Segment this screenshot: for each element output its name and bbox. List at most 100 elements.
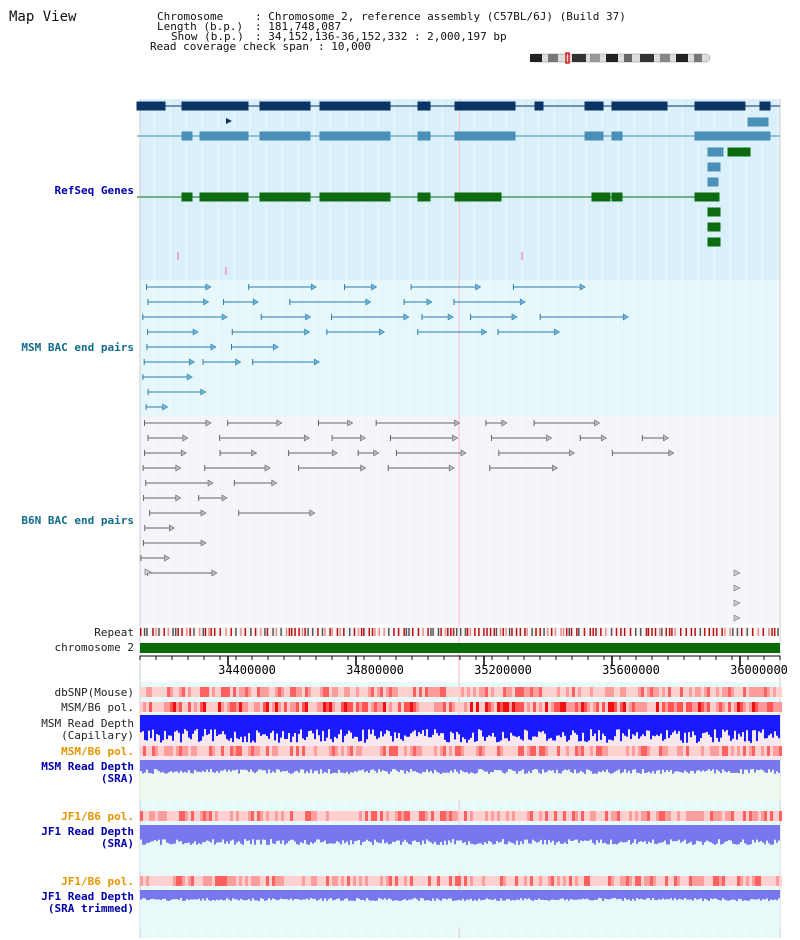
bac-pair[interactable] xyxy=(198,494,228,502)
bac-pair[interactable] xyxy=(512,283,586,291)
bac-pair[interactable] xyxy=(144,449,187,457)
bac-pair[interactable] xyxy=(147,388,207,396)
gene-row xyxy=(137,147,751,247)
bac-pair[interactable] xyxy=(389,434,459,442)
bac-pair[interactable] xyxy=(498,449,576,457)
bac-pair[interactable] xyxy=(489,464,559,472)
bac-pair[interactable] xyxy=(140,554,171,562)
bac-pair[interactable] xyxy=(326,328,385,336)
bac-pair[interactable] xyxy=(147,434,189,442)
bac-pair[interactable] xyxy=(149,509,207,517)
bac-pair[interactable] xyxy=(497,328,560,336)
bac-end-marker[interactable] xyxy=(733,584,741,592)
bac-pair[interactable] xyxy=(219,449,258,457)
refseq-track-bg xyxy=(140,99,780,280)
msm-bac-track[interactable] xyxy=(142,283,629,411)
bac-pair[interactable] xyxy=(144,524,175,532)
bac-pair[interactable] xyxy=(238,509,316,517)
bac-pair[interactable] xyxy=(204,464,271,472)
b6n-bac-track[interactable] xyxy=(140,419,741,622)
bac-pair[interactable] xyxy=(421,313,454,321)
jf1-depth-sra-track[interactable] xyxy=(140,825,780,871)
bac-pair[interactable] xyxy=(289,298,372,306)
bac-pair[interactable] xyxy=(142,539,207,547)
bac-pair[interactable] xyxy=(611,449,675,457)
bac-pair[interactable] xyxy=(387,464,455,472)
msm-b6-pol-track-2[interactable] xyxy=(140,746,782,756)
bac-pair[interactable] xyxy=(145,403,169,411)
chromosome-value: : Chromosome 2, reference assembly (C57B… xyxy=(255,10,626,23)
bac-pair[interactable] xyxy=(142,313,228,321)
vertical-gridlines xyxy=(139,99,781,938)
bac-pair[interactable] xyxy=(252,358,320,366)
dbsnp-heat-track[interactable] xyxy=(140,687,782,697)
bac-pair[interactable] xyxy=(147,328,199,336)
msm-b6-pol-track[interactable] xyxy=(140,702,782,712)
bac-pair[interactable] xyxy=(533,419,601,427)
bac-pair[interactable] xyxy=(142,373,193,381)
bac-pair[interactable] xyxy=(579,434,607,442)
msm-bac-label: MSM BAC end pairs xyxy=(21,341,134,354)
bac-pair[interactable] xyxy=(375,419,461,427)
bac-pair[interactable] xyxy=(539,313,629,321)
bac-pair[interactable] xyxy=(357,449,380,457)
jf1-b6-pol-track-2[interactable] xyxy=(140,876,782,886)
bac-pair[interactable] xyxy=(410,283,482,291)
jf1-b6-pol2-label: JF1/B6 pol. xyxy=(61,875,134,888)
bac-pair[interactable] xyxy=(147,298,210,306)
bac-pair[interactable] xyxy=(403,298,433,306)
bac-pair[interactable] xyxy=(231,328,311,336)
bac-pair[interactable] xyxy=(641,434,670,442)
bac-pair[interactable] xyxy=(298,464,367,472)
bac-end-marker[interactable] xyxy=(144,568,152,576)
bac-pair[interactable] xyxy=(143,358,195,366)
bac-pair[interactable] xyxy=(233,479,278,487)
bac-pair[interactable] xyxy=(146,283,212,291)
bac-end-marker[interactable] xyxy=(733,569,741,577)
bac-pair[interactable] xyxy=(417,328,488,336)
show-key: Show (b.p.) xyxy=(171,30,244,43)
bac-pair[interactable] xyxy=(146,343,217,351)
bac-end-marker[interactable] xyxy=(733,614,741,622)
bac-pair[interactable] xyxy=(143,494,182,502)
show-value: : 34,152,136-36,152,332 : 2,000,197 bp xyxy=(255,30,507,43)
bac-pair[interactable] xyxy=(453,298,526,306)
bac-pair[interactable] xyxy=(395,449,467,457)
bac-pair[interactable] xyxy=(143,419,212,427)
chromosome-bar xyxy=(140,643,780,653)
bac-pair[interactable] xyxy=(330,313,410,321)
page-title: Map View xyxy=(9,9,77,25)
bac-pair[interactable] xyxy=(470,313,518,321)
bac-pair[interactable] xyxy=(145,479,214,487)
bac-pair[interactable] xyxy=(231,343,279,351)
bac-pair[interactable] xyxy=(248,283,317,291)
bac-pair[interactable] xyxy=(317,419,354,427)
refseq-gene-track[interactable] xyxy=(136,101,780,275)
bac-pair[interactable] xyxy=(142,464,182,472)
jf1-b6-pol-track[interactable] xyxy=(140,811,782,821)
msm-depth-sra-track[interactable] xyxy=(140,760,780,800)
axis-tick-label: 36000000 xyxy=(730,663,788,677)
jf1-b6-pol-label: JF1/B6 pol. xyxy=(61,810,134,823)
jf1-depth-label-1: JF1 Read Depth xyxy=(41,825,134,838)
dbsnp-label: dbSNP(Mouse) xyxy=(54,686,134,699)
bac-pair[interactable] xyxy=(260,313,312,321)
bac-end-marker[interactable] xyxy=(733,599,741,607)
jf1-depth-trimmed-track[interactable] xyxy=(140,890,780,927)
bac-pair[interactable] xyxy=(331,434,366,442)
position-ruler: 34400000 34800000 35200000 35600000 36000000 xyxy=(139,655,788,677)
chromosome-ideogram[interactable] xyxy=(529,52,711,64)
bac-pair[interactable] xyxy=(202,358,242,366)
repeat-track[interactable] xyxy=(140,627,780,636)
bac-pair[interactable] xyxy=(485,419,508,427)
bac-pair[interactable] xyxy=(219,434,310,442)
bac-pair[interactable] xyxy=(288,449,338,457)
bac-pair[interactable] xyxy=(343,283,378,291)
jf1-trim-label-1: JF1 Read Depth xyxy=(41,890,134,903)
bac-pair[interactable] xyxy=(490,434,553,442)
coverage-key: Read coverage check span xyxy=(150,40,309,53)
bac-pair[interactable] xyxy=(223,298,259,306)
msm-depth-cap-label-1: MSM Read Depth xyxy=(41,717,134,730)
bac-pair[interactable] xyxy=(227,419,283,427)
